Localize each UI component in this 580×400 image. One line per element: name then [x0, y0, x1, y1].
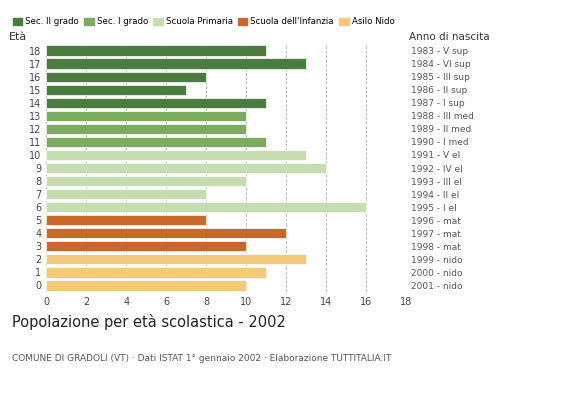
Bar: [46, 215, 206, 225]
Text: Anno di nascita: Anno di nascita: [409, 32, 490, 42]
Bar: [46, 58, 306, 69]
Legend: Sec. II grado, Sec. I grado, Scuola Primaria, Scuola dell'Infanzia, Asilo Nido: Sec. II grado, Sec. I grado, Scuola Prim…: [13, 17, 394, 26]
Bar: [46, 280, 246, 290]
Bar: [46, 46, 266, 56]
Bar: [46, 267, 266, 278]
Text: COMUNE DI GRADOLI (VT) · Dati ISTAT 1° gennaio 2002 · Elaborazione TUTTITALIA.IT: COMUNE DI GRADOLI (VT) · Dati ISTAT 1° g…: [12, 354, 391, 363]
Bar: [46, 163, 326, 173]
Bar: [46, 228, 286, 238]
Bar: [46, 137, 266, 147]
Bar: [46, 111, 246, 121]
Bar: [46, 124, 246, 134]
Bar: [46, 202, 366, 212]
Text: Età: Età: [9, 32, 27, 42]
Bar: [46, 241, 246, 252]
Bar: [46, 176, 246, 186]
Bar: [46, 98, 266, 108]
Bar: [46, 189, 206, 199]
Bar: [46, 150, 306, 160]
Bar: [46, 72, 206, 82]
Bar: [46, 84, 186, 95]
Bar: [46, 254, 306, 264]
Text: Popolazione per età scolastica - 2002: Popolazione per età scolastica - 2002: [12, 314, 285, 330]
